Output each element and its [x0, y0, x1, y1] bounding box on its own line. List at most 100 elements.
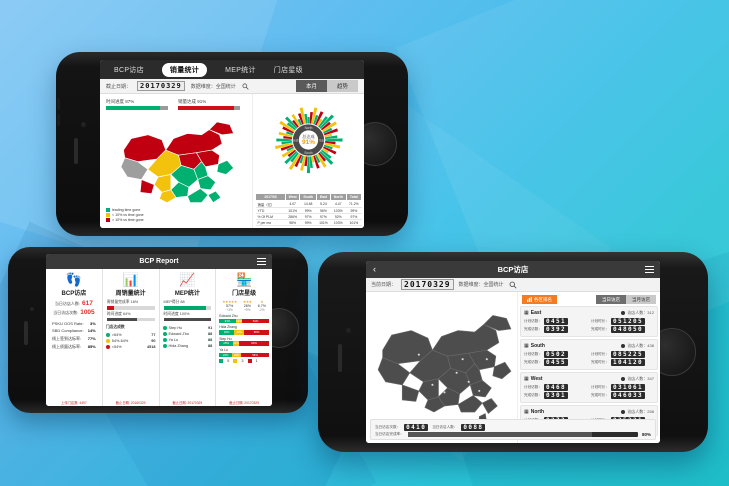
item-label: Step Hu — [168, 326, 183, 330]
chevron-left-icon[interactable]: ‹ — [373, 264, 376, 274]
top-filter-bar: 截止日期： 20170329 数据维度：全国统计 本月 趋势 — [100, 79, 364, 94]
period-month[interactable]: 当月访店 — [626, 295, 656, 304]
legend-label-1: 1 — [255, 359, 258, 364]
tab-sales-stats[interactable]: 销量统计 — [161, 62, 208, 77]
metric-cell: 计划访数： 0468 — [524, 383, 587, 391]
table-cell: 92% — [330, 213, 347, 220]
period-this-month[interactable]: 本月 — [295, 80, 327, 92]
phone-right-device: ‹ BCP访店 当前日期： 20170329 数据维度：全国统计 — [318, 252, 708, 452]
search-icon[interactable] — [509, 281, 517, 289]
stat-label: 线上质量达标率: — [52, 344, 82, 349]
tab-bcp-visit[interactable]: BCP访店 — [114, 66, 144, 74]
stacked-bar: 30% 20% 50% — [219, 330, 269, 335]
table-cell: 101% — [346, 219, 362, 226]
stat-value: 3% — [89, 320, 96, 326]
list-item: <54% 4518 — [105, 345, 156, 349]
status-dot — [105, 345, 110, 349]
volume-button-up[interactable] — [57, 98, 60, 110]
front-camera — [346, 328, 351, 333]
star-delta: +3% — [226, 308, 233, 312]
bar-chart-icon: 📊 — [122, 272, 139, 287]
bullet-icon — [621, 409, 626, 414]
bar-name: Ya Lu — [219, 347, 228, 352]
bar-segment: 18% — [232, 352, 242, 358]
card-footer: 截止日期: 20160329 — [115, 401, 146, 405]
card-title: 周销量统计 — [115, 291, 146, 297]
metric-cell: 完成时长： 048050 — [591, 326, 654, 333]
progress-caption: MEP得分 88 — [163, 300, 185, 304]
card-bcp-visit[interactable]: 👣 BCP访店 当日访店人数: 617 当日访店次数: 1005 PSKU OO… — [46, 269, 103, 406]
metric-cell: 完成时长： 104120 — [591, 359, 654, 366]
period-trend[interactable]: 趋势 — [326, 80, 358, 92]
legend-label-3: 3 — [241, 359, 244, 364]
progress-time: 时间进度 100% — [163, 312, 212, 321]
donut-center-label: 总达成 — [302, 133, 314, 139]
search-icon[interactable] — [242, 83, 249, 90]
metric-value: 0451 — [543, 317, 569, 325]
rating-legend: 5 3 1 — [219, 359, 269, 364]
region-card[interactable]: ▦ East 访店人数：312 计划访数： 0451 计划时长： 051205 完成访数： 03… — [520, 306, 658, 337]
visit-filter-bar: 当前日期： 20170329 数据维度：全国统计 — [366, 278, 660, 292]
status-dot — [162, 344, 167, 348]
region-name: North — [530, 408, 545, 415]
table-cell: 97% — [316, 213, 331, 220]
metric-label: 完成时长： — [591, 393, 609, 397]
china-map-gray[interactable] — [366, 292, 518, 443]
list-item: >64% 77 — [105, 333, 156, 337]
date-value[interactable]: 20170329 — [401, 279, 454, 290]
progress-sales-caption: 销量达成 91% — [178, 99, 207, 104]
china-choropleth-map[interactable] — [104, 113, 248, 209]
progress-weekly: 周销量完成率 16% — [106, 300, 155, 310]
region-header: ▦ South 访店人数：438 — [524, 343, 654, 349]
progress-time-gone: 时间进度 87% — [106, 99, 168, 110]
stat-label: 线上签到达标率: — [52, 335, 82, 341]
map-legend: leading time gone < 10% vs time gone > 1… — [106, 207, 144, 222]
period-day[interactable]: 当日访店 — [596, 295, 626, 304]
star-group-3: ★★★ 26% +9% — [243, 300, 252, 312]
phone-top-screen: BCP访店 销量统计 MEP统计 门店星级 截止日期： 20170329 数据维… — [100, 60, 364, 228]
table-col-header: South — [299, 193, 318, 201]
card-store-rating[interactable]: 🏪 门店星级 ★★★★★ 57% +3% ★★★ 26% +9% — [216, 269, 272, 406]
item-value: 90 — [151, 339, 156, 343]
bar-segment: 54% — [242, 318, 269, 324]
donut-label-north: North — [305, 126, 313, 130]
stat-value: 77% — [87, 335, 96, 341]
table-row: P per mo 98% 99% 101% 103% 101% — [255, 219, 362, 226]
volume-button-down[interactable] — [57, 114, 60, 126]
list-item: Ya Lu 88 — [162, 338, 212, 342]
item-label: Edward Zhu — [168, 332, 189, 336]
region-card[interactable]: ▦ West 访店人数：347 计划访数： 0468 计划时长： 031061 完成访数： 03… — [520, 372, 658, 403]
star-delta: -2% — [259, 308, 265, 312]
region-name: West — [530, 375, 543, 382]
region-people-count: 访店人数：258 — [621, 409, 654, 415]
ranking-tab[interactable]: 各区排名 — [522, 295, 557, 304]
metric-cell: 完成时长： 046033 — [591, 392, 654, 399]
region-card[interactable]: ▦ South 访店人数：438 计划访数： 0502 计划时长： 085225 完成访数： 0… — [520, 339, 658, 370]
phone-right-screen: ‹ BCP访店 当前日期： 20170329 数据维度：全国统计 — [366, 261, 660, 443]
region-header: ▦ North 访店人数：258 — [524, 409, 654, 415]
star-glyph: ★★★ — [242, 300, 252, 304]
region-rows: ▦ East 访店人数：312 计划访数： 0451 计划时长： 051205 完成访数： 03… — [520, 306, 658, 436]
metric-value: 048050 — [610, 326, 646, 333]
card-weekly-sales[interactable]: 📊 周销量统计 周销量完成率 16% 时间进度 64% 门店达成数 >64% — [102, 269, 160, 406]
legend-swatch-1 — [247, 359, 252, 364]
region-metrics: 计划访数： 0502 计划时长： 085225 完成访数： 0455 完成时长： 104120 — [524, 350, 654, 366]
list-title: 门店达成数 — [105, 325, 125, 329]
radial-sunburst-chart[interactable]: 总达成 91% North South West East — [253, 94, 364, 186]
radial-chart-panel: 总达成 91% North South West East 2017/03 Wes… — [252, 94, 364, 228]
stat-label: SBD Compliance: — [52, 328, 84, 333]
hamburger-icon[interactable] — [257, 258, 266, 267]
list-item: Step Hu 91 — [162, 326, 212, 330]
stat-label: PSKU OOS Rate: — [52, 320, 84, 326]
region-name: East — [530, 309, 542, 316]
item-label: >64% — [111, 333, 122, 337]
stat-value: 85% — [87, 344, 96, 349]
date-value[interactable]: 20170329 — [137, 81, 185, 91]
tab-store-rating[interactable]: 门店星级 — [273, 66, 303, 74]
legend-swatch-3 — [233, 359, 238, 364]
item-label: 54%-64% — [111, 339, 129, 343]
card-mep-stats[interactable]: 📈 MEP统计 MEP得分 88 时间进度 100% Step Hu 91 — [159, 269, 217, 406]
hamburger-icon[interactable] — [645, 266, 654, 275]
tab-mep-stats[interactable]: MEP统计 — [225, 66, 256, 74]
table-row: % Of PLM 286% 97% 97% 92% 97% — [255, 213, 362, 220]
